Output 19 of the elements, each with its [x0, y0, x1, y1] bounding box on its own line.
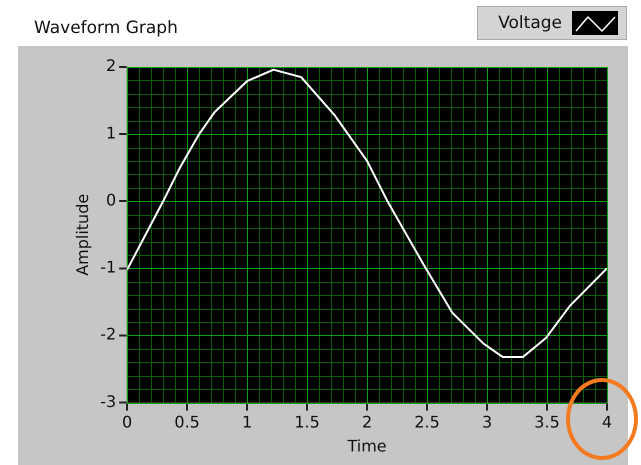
x-tick-label: 0 [122, 412, 132, 432]
y-tick-label: -1 [100, 258, 116, 277]
x-tick-label: 2 [362, 412, 372, 432]
x-tick-label: 4 [602, 412, 612, 432]
x-tick-label: 2.5 [414, 412, 440, 432]
chart-title: Waveform Graph [34, 18, 178, 38]
x-tick-label: 3 [482, 412, 492, 432]
x-axis-title: Time [346, 436, 387, 456]
y-axis-title: Amplitude [72, 194, 92, 276]
x-tick-label: 0.5 [174, 412, 200, 432]
y-tick-label: -2 [100, 324, 116, 344]
y-tick-label: 0 [106, 190, 116, 210]
x-tick-label: 1 [242, 412, 252, 432]
legend-label: Voltage [498, 13, 562, 33]
y-tick-label: -3 [100, 392, 116, 411]
x-tick-label: 3.5 [534, 412, 560, 432]
y-tick-label: 2 [106, 56, 116, 76]
y-tick-label: 1 [106, 123, 116, 142]
x-tick-label: 1.5 [294, 412, 320, 432]
